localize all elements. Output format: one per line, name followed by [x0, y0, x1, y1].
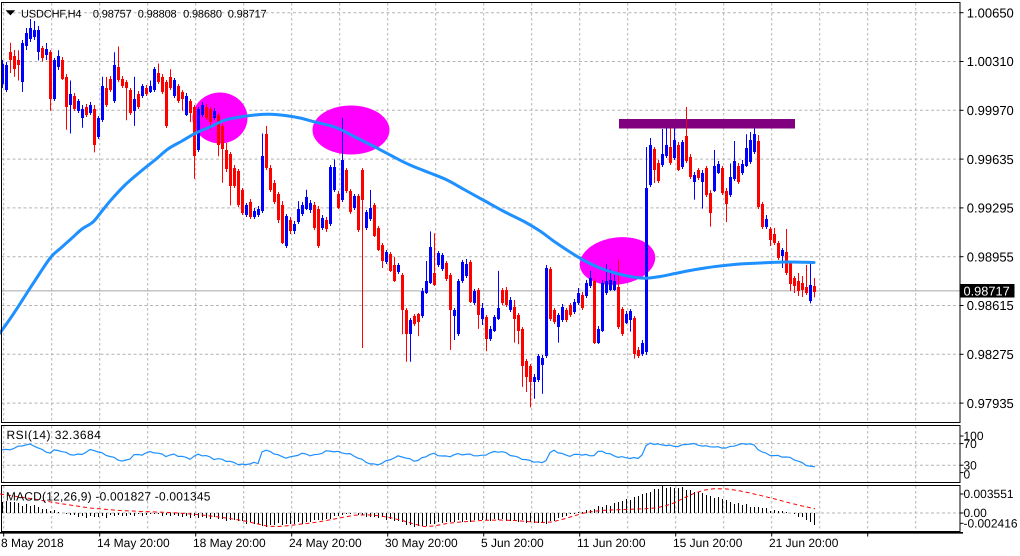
svg-text:11 Jun 20:00: 11 Jun 20:00 — [577, 536, 646, 550]
svg-text:0.98275: 0.98275 — [967, 347, 1014, 362]
svg-text:0.99970: 0.99970 — [967, 103, 1014, 118]
svg-text:21 Jun 20:00: 21 Jun 20:00 — [769, 536, 839, 550]
svg-text:18 May 20:00: 18 May 20:00 — [193, 536, 266, 550]
svg-text:0.98615: 0.98615 — [967, 298, 1014, 313]
svg-text:30 May 20:00: 30 May 20:00 — [385, 536, 458, 550]
svg-text:0.99635: 0.99635 — [967, 152, 1014, 167]
svg-text:24 May 20:00: 24 May 20:00 — [289, 536, 362, 550]
svg-text:0.98717: 0.98717 — [964, 283, 1010, 298]
svg-text:0.98757: 0.98757 — [93, 9, 132, 21]
svg-text:1.00310: 1.00310 — [967, 54, 1014, 69]
svg-text:0.97935: 0.97935 — [967, 396, 1014, 411]
svg-text:14 May 20:00: 14 May 20:00 — [97, 536, 170, 550]
svg-text:0: 0 — [964, 467, 971, 481]
svg-text:0.99295: 0.99295 — [967, 201, 1014, 216]
svg-text:0.98680: 0.98680 — [183, 9, 222, 21]
svg-text:MACD(12,26,9) -0.001827 -0.001: MACD(12,26,9) -0.001827 -0.001345 — [6, 489, 211, 503]
svg-text:USDCHF,H4: USDCHF,H4 — [21, 9, 81, 21]
svg-text:0.98955: 0.98955 — [967, 249, 1014, 264]
svg-text:RSI(14) 32.3684: RSI(14) 32.3684 — [7, 428, 102, 442]
svg-text:0.98717: 0.98717 — [228, 9, 267, 21]
svg-text:30: 30 — [964, 458, 978, 472]
svg-text:-0.002416: -0.002416 — [964, 517, 1018, 531]
svg-text:5 Jun 20:00: 5 Jun 20:00 — [481, 536, 544, 550]
svg-text:1.00650: 1.00650 — [967, 5, 1014, 20]
svg-text:100: 100 — [964, 429, 984, 443]
svg-text:0.98808: 0.98808 — [138, 9, 177, 21]
svg-text:15 Jun 20:00: 15 Jun 20:00 — [673, 536, 743, 550]
svg-text:0.003551: 0.003551 — [964, 487, 1014, 501]
svg-text:0.00: 0.00 — [964, 506, 988, 520]
svg-text:8 May 2018: 8 May 2018 — [1, 536, 64, 550]
svg-text:70: 70 — [964, 437, 978, 451]
